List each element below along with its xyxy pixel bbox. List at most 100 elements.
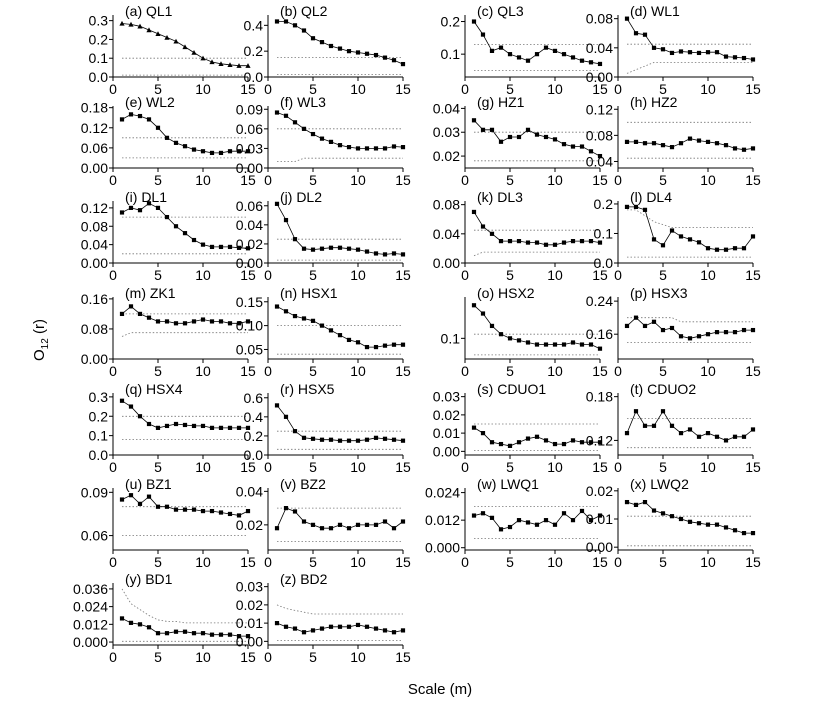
x-tick-label: 0: [461, 459, 469, 475]
data-point: [209, 59, 215, 65]
data-point: [534, 522, 540, 527]
data-point: [346, 624, 352, 629]
data-point: [687, 50, 693, 55]
data-point: [283, 19, 289, 24]
panel-title: (b) QL2: [280, 3, 328, 19]
data-point: [543, 45, 549, 50]
data-point: [723, 143, 729, 148]
data-point: [651, 423, 657, 428]
data-point: [236, 321, 242, 326]
panel-title: (i) DL1: [125, 189, 167, 205]
y-tick-label: 0.08: [586, 127, 613, 143]
data-point: [669, 228, 675, 233]
data-point: [498, 239, 504, 244]
data-point: [660, 511, 666, 516]
data-point: [310, 628, 316, 633]
data-point: [200, 149, 206, 154]
data-point: [355, 50, 361, 55]
y-tick-label: 0.3: [89, 13, 109, 29]
data-point: [373, 522, 379, 527]
data-point: [292, 120, 298, 125]
y-tick-label: 0.03: [433, 124, 460, 140]
data-point: [200, 317, 206, 322]
data-point: [364, 522, 370, 527]
x-tick-label: 15: [592, 267, 608, 283]
data-point: [245, 425, 251, 430]
data-point: [292, 237, 298, 242]
x-tick-label: 5: [309, 267, 317, 283]
data-point: [137, 622, 143, 627]
panel-j: 0 5 10 150.000.020.040.06(j) DL2: [236, 189, 411, 283]
y-tick-label: 0.06: [236, 198, 263, 214]
data-point: [534, 434, 540, 439]
data-point: [301, 28, 307, 33]
panel-a: 0 5 10 15 0.0 0.1 0.2 0.3 (a) QL1: [89, 3, 256, 97]
data-point: [155, 31, 161, 36]
data-point: [245, 149, 251, 154]
y-tick-label: 0.18: [81, 100, 108, 116]
data-point: [498, 139, 504, 144]
x-tick-label: 15: [240, 172, 256, 188]
data-point: [319, 40, 325, 45]
y-tick-label: 0.04: [433, 226, 460, 242]
y-tick-label: 0.024: [425, 485, 460, 501]
y-tick-label: 0.02: [236, 236, 263, 252]
series-line: [473, 120, 601, 157]
data-point: [274, 403, 280, 408]
data-point: [516, 338, 522, 343]
y-tick-label: 0.012: [425, 512, 460, 528]
x-tick-label: 15: [395, 363, 411, 379]
x-tick-label: 0: [264, 649, 272, 665]
x-tick-label: 10: [350, 554, 366, 570]
data-point: [498, 332, 504, 337]
data-point: [552, 242, 558, 247]
data-point: [391, 342, 397, 347]
data-point: [588, 518, 594, 523]
x-tick-label: 0: [264, 172, 272, 188]
data-point: [137, 311, 143, 317]
data-point: [191, 507, 197, 512]
data-point: [137, 414, 143, 419]
envelope-upper-line: [121, 588, 248, 624]
data-point: [355, 522, 361, 527]
x-tick-label: 15: [592, 172, 608, 188]
data-point: [651, 237, 657, 242]
data-point: [236, 513, 242, 518]
data-point: [355, 146, 361, 151]
data-point: [337, 143, 343, 148]
data-point: [373, 146, 379, 151]
data-point: [227, 244, 233, 250]
data-point: [274, 110, 280, 115]
y-tick-label: 0.0: [244, 447, 264, 463]
data-point: [705, 431, 711, 436]
data-point: [209, 244, 215, 250]
y-tick-label: 0.18: [586, 389, 613, 405]
x-tick-label: 5: [309, 554, 317, 570]
y-tick-label: 0.24: [586, 293, 613, 309]
x-tick-label: 10: [547, 554, 563, 570]
y-tick-label: 0.06: [81, 528, 108, 544]
y-tick-label: 0.2: [244, 428, 264, 444]
x-tick-label: 5: [154, 267, 162, 283]
data-point: [732, 146, 738, 151]
x-tick-label: 10: [700, 554, 716, 570]
y-tick-label: 0.04: [236, 483, 263, 499]
x-tick-label: 15: [240, 363, 256, 379]
data-point: [227, 632, 233, 637]
data-point: [191, 319, 197, 324]
x-tick-label: 0: [264, 459, 272, 475]
x-tick-label: 10: [350, 649, 366, 665]
data-point: [651, 319, 657, 324]
data-point: [146, 421, 152, 427]
x-tick-label: 5: [309, 649, 317, 665]
data-point: [507, 524, 513, 530]
data-point: [310, 436, 316, 441]
data-point: [741, 246, 747, 251]
data-point: [507, 336, 513, 341]
data-point: [471, 425, 477, 430]
y-tick-label: 0.04: [433, 100, 460, 116]
panel-n: 0 5 10 15 0.05 0.10 0.15 (n) HSX1: [236, 285, 411, 379]
panel-o: 0 5 10 15 0.1 (o) HSX2: [441, 285, 608, 379]
data-point: [209, 319, 215, 324]
data-point: [236, 634, 242, 639]
